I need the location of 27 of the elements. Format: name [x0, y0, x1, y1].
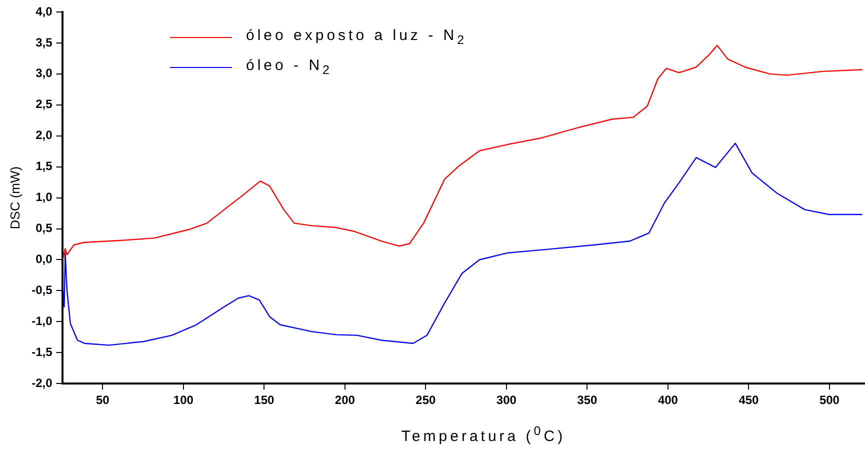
x-tick-label: 500 — [819, 393, 840, 408]
y-tick-label: 1,0 — [36, 190, 53, 204]
y-tick-label: 3,5 — [36, 35, 53, 50]
y-tick-label: -1,0 — [32, 314, 53, 328]
y-tick-label: 2,0 — [36, 128, 53, 142]
legend-label: óleo - N$_{2}$ — [246, 57, 332, 77]
y-tick-label: 1,5 — [36, 159, 53, 174]
y-tick-label: 4,0 — [36, 4, 53, 18]
y-tick-label: -0,5 — [32, 283, 53, 298]
x-tick-label: 200 — [334, 393, 356, 408]
x-tick-label: 100 — [173, 393, 194, 408]
x-tick-label: 450 — [738, 393, 760, 408]
y-tick-label: 3,0 — [36, 66, 53, 80]
x-tick-label: 350 — [577, 393, 598, 408]
x-tick-label: 250 — [416, 393, 436, 408]
y-axis-title: DSC (mW) — [7, 166, 22, 230]
y-tick-label: 2,5 — [36, 97, 53, 112]
x-tick-label: 150 — [254, 393, 274, 408]
x-axis-title: Temperatura ($^{0}$C) — [400, 424, 567, 445]
legend-label: óleo exposto a luz - N$_{2}$ — [246, 27, 468, 47]
x-tick-label: 300 — [496, 393, 517, 408]
x-tick-label: 50 — [96, 393, 110, 408]
y-tick-label: 0,5 — [36, 221, 53, 236]
x-tick-label: 400 — [658, 393, 678, 408]
y-tick-label: 0,0 — [36, 252, 53, 266]
y-tick-label: -2,0 — [32, 376, 53, 390]
y-tick-label: -1,5 — [32, 344, 53, 359]
